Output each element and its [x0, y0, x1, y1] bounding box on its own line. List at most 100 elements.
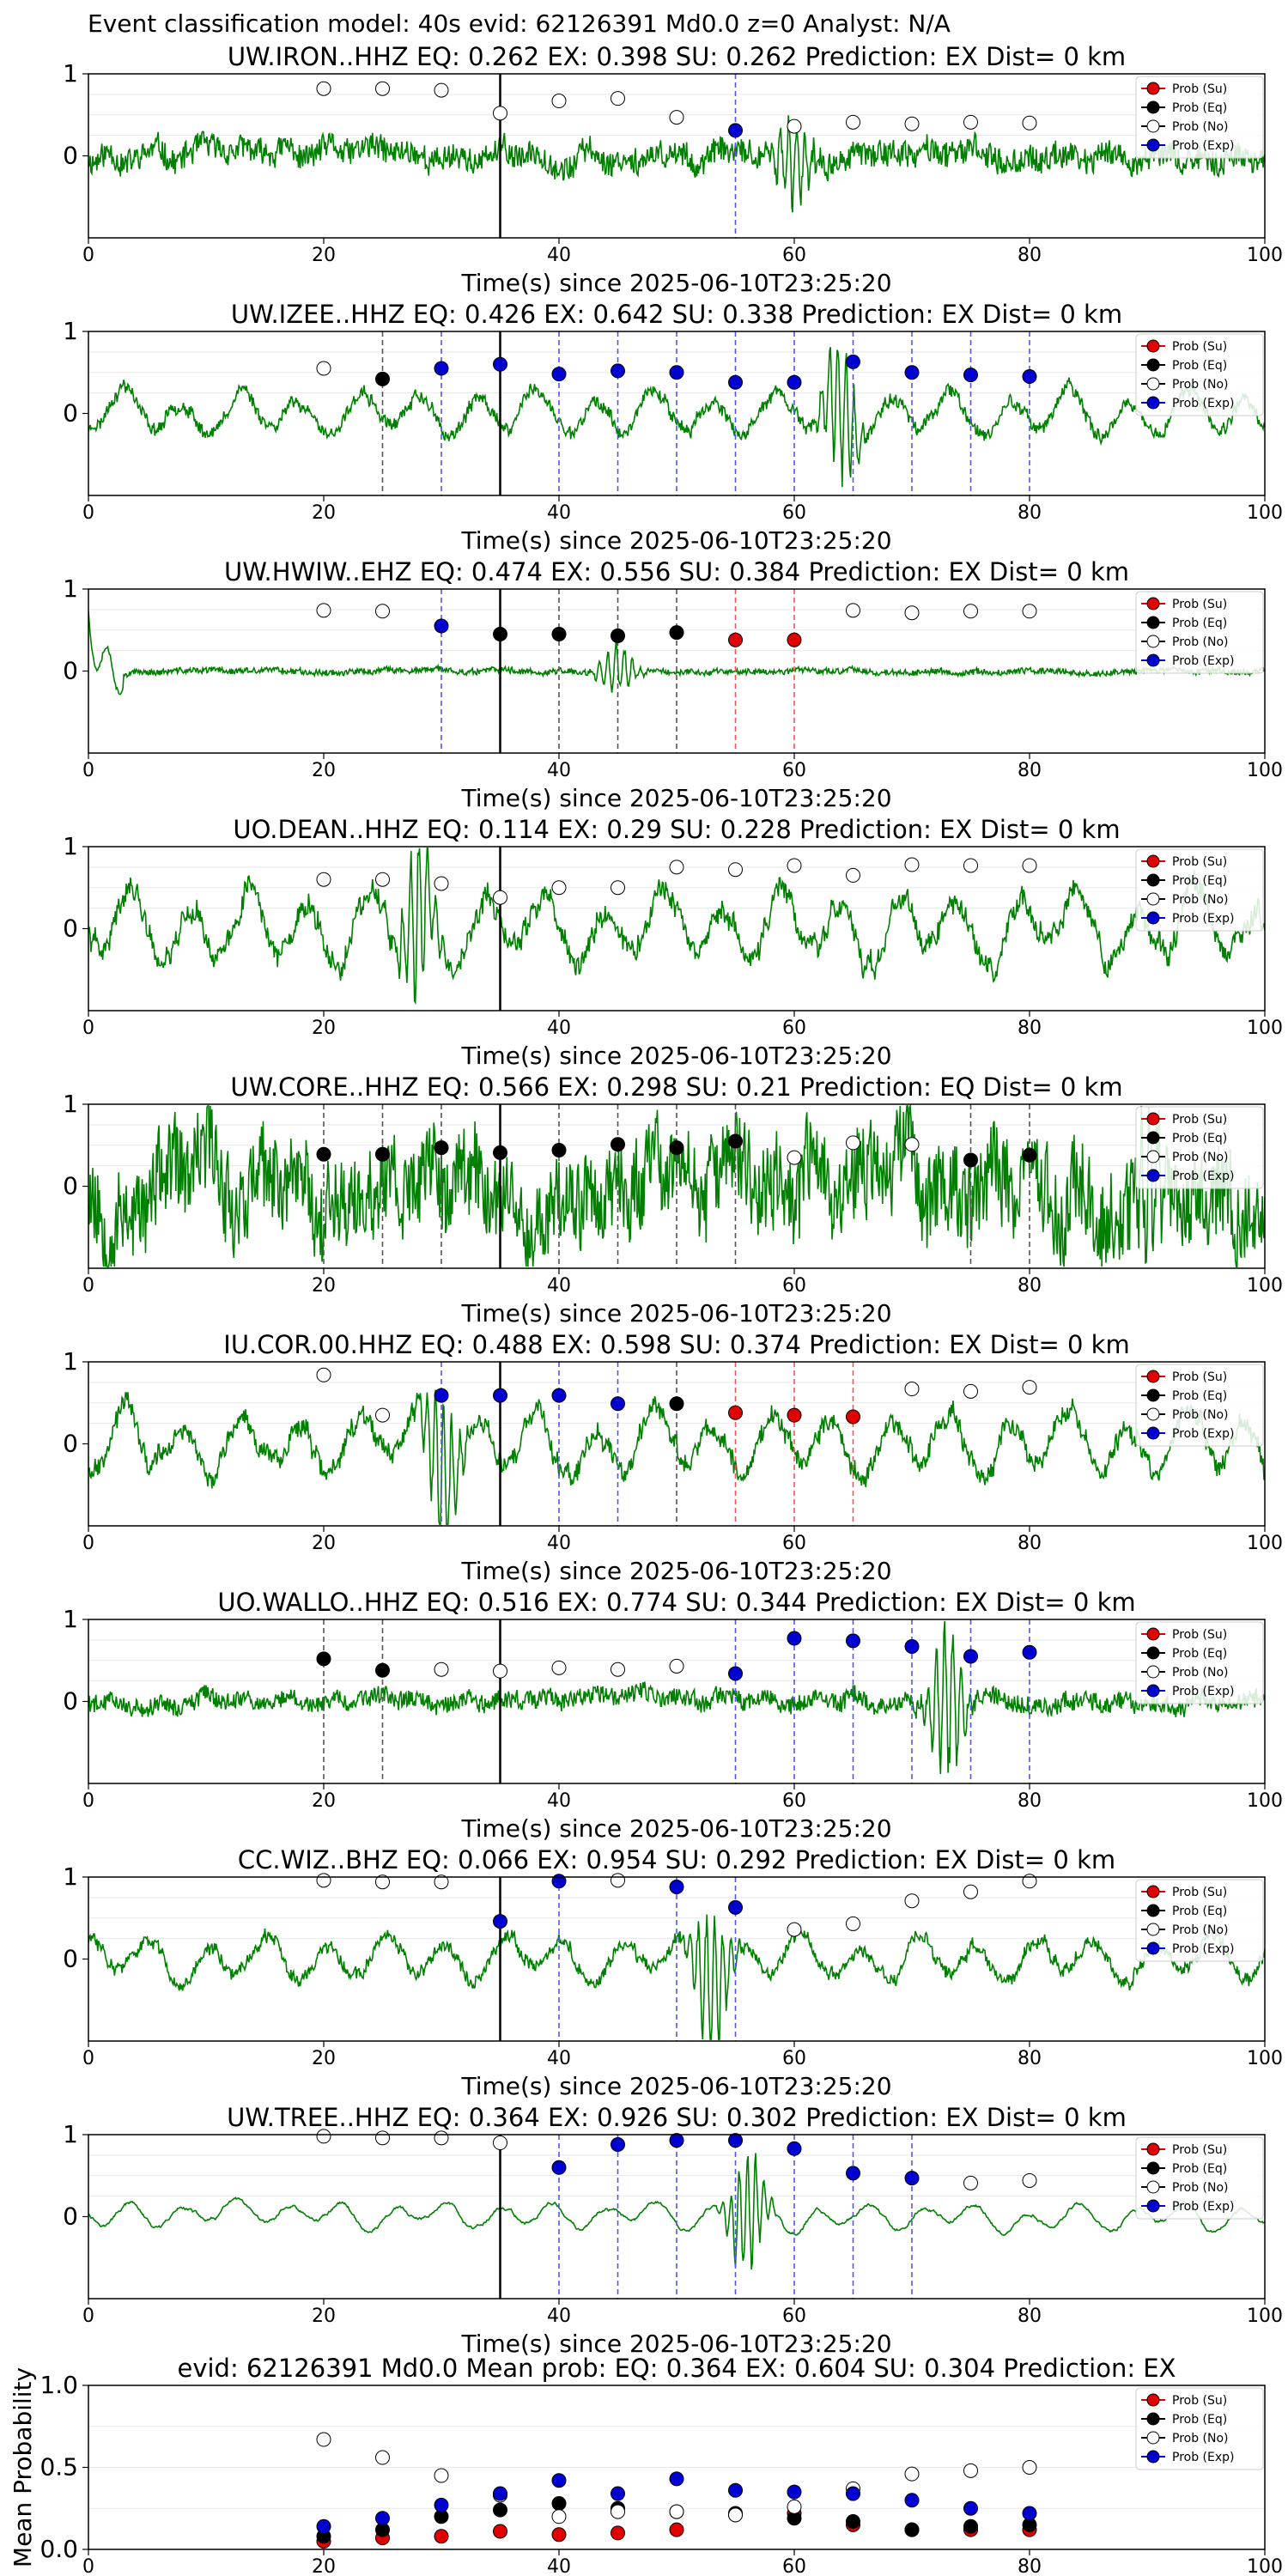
- panel-title: UO.DEAN..HHZ EQ: 0.114 EX: 0.29 SU: 0.22…: [233, 815, 1120, 844]
- legend-frame: [1135, 2387, 1264, 2470]
- marker-no: [1022, 858, 1037, 873]
- x-tick-label: 40: [547, 2556, 571, 2576]
- x-tick-label: 80: [1018, 1533, 1042, 1554]
- legend-label-no: Prob (No): [1172, 635, 1229, 649]
- marker-exp: [846, 1633, 860, 1649]
- marker-no: [316, 2129, 331, 2144]
- marker-no: [551, 94, 567, 109]
- marker-eq: [375, 371, 390, 386]
- panel-7: UO.WALLO..HHZ EQ: 0.516 EX: 0.774 SU: 0.…: [63, 1588, 1266, 1784]
- legend-label-su: Prob (Su): [1172, 2143, 1227, 2157]
- marker-eq: [375, 1662, 390, 1678]
- x-tick-label: 80: [1018, 502, 1042, 524]
- legend-label-no: Prob (No): [1172, 1923, 1229, 1937]
- panel-3: UW.HWIW..EHZ EQ: 0.474 EX: 0.556 SU: 0.3…: [63, 557, 1266, 754]
- legend-marker-su: [1146, 2142, 1160, 2156]
- marker-no: [787, 858, 802, 873]
- marker-exp: [669, 365, 684, 380]
- legend-label-exp: Prob (Exp): [1172, 654, 1235, 668]
- legend-label-su: Prob (Su): [1172, 1370, 1227, 1384]
- marker-no: [1022, 115, 1037, 131]
- legend-marker-eq: [1146, 1131, 1160, 1145]
- y-tick-label: 1: [63, 832, 78, 860]
- legend-label-exp: Prob (Exp): [1172, 397, 1235, 410]
- marker-exp: [611, 1396, 625, 1412]
- x-tick-label: 20: [312, 1533, 336, 1554]
- mean-point-exp: [316, 2518, 331, 2534]
- legend-label-su: Prob (Su): [1172, 1886, 1227, 1899]
- panel-title: UW.TREE..HHZ EQ: 0.364 EX: 0.926 SU: 0.3…: [227, 2103, 1127, 2132]
- x-tick-label: 20: [312, 502, 336, 524]
- x-tick-label: 0: [82, 2048, 94, 2069]
- mean-point-eq: [904, 2522, 920, 2537]
- marker-exp: [551, 1874, 567, 1889]
- legend-label-eq: Prob (Eq): [1172, 1647, 1227, 1661]
- legend-label-eq: Prob (Eq): [1172, 874, 1227, 888]
- legend-label-eq: Prob (Eq): [1172, 101, 1227, 115]
- legend-label-no: Prob (No): [1172, 1151, 1229, 1164]
- marker-no: [963, 1383, 978, 1399]
- legend-label-su: Prob (Su): [1172, 1628, 1227, 1642]
- marker-eq: [611, 628, 625, 643]
- mean-point-no: [669, 2504, 684, 2519]
- marker-no: [375, 81, 390, 96]
- x-tick-label: 100: [1247, 2048, 1283, 2069]
- legend-frame: [1135, 1621, 1264, 1704]
- waveform-trace: [88, 115, 1265, 213]
- marker-eq: [316, 1651, 331, 1667]
- legend-marker-exp: [1146, 2450, 1160, 2464]
- legend: Prob (Su) Prob (Eq) Prob (No) Prob (Exp): [1135, 1364, 1264, 1447]
- legend: Prob (Su) Prob (Eq) Prob (No) Prob (Exp): [1135, 2136, 1264, 2220]
- marker-no: [846, 603, 860, 618]
- panel-9: UW.TREE..HHZ EQ: 0.364 EX: 0.926 SU: 0.3…: [63, 2103, 1266, 2300]
- marker-eq: [963, 1152, 978, 1168]
- legend-marker-no: [1146, 1407, 1160, 1421]
- legend-marker-no: [1146, 1923, 1160, 1936]
- marker-no: [375, 1874, 390, 1890]
- marker-no: [611, 91, 625, 106]
- marker-eq: [669, 1396, 684, 1412]
- marker-exp: [963, 368, 978, 383]
- x-tick-label: 80: [1018, 1018, 1042, 1039]
- x-tick-label: 40: [547, 245, 571, 266]
- marker-eq: [669, 1140, 684, 1156]
- marker-no: [551, 1660, 567, 1675]
- marker-exp: [728, 123, 743, 138]
- legend-frame: [1135, 1879, 1264, 1962]
- legend: Prob (Su) Prob (Eq) Prob (No) Prob (Exp): [1135, 591, 1264, 674]
- marker-no: [846, 867, 860, 883]
- marker-exp: [846, 2166, 860, 2181]
- x-tick-label: 20: [312, 2306, 336, 2327]
- panel-5: UW.CORE..HHZ EQ: 0.566 EX: 0.298 SU: 0.2…: [63, 1072, 1266, 1269]
- x-tick-label: 100: [1247, 2306, 1283, 2327]
- mean-point-no: [611, 2504, 625, 2519]
- mean-point-su: [493, 2524, 507, 2539]
- mean-point-exp: [493, 2486, 507, 2501]
- marker-no: [669, 1658, 684, 1674]
- marker-no: [434, 2130, 449, 2146]
- mean-point-exp: [611, 2486, 625, 2501]
- legend-label-no: Prob (No): [1172, 1666, 1229, 1680]
- x-tick-label: 60: [782, 760, 806, 781]
- x-axis-label: Time(s) since 2025-06-10T23:25:20: [460, 784, 891, 812]
- x-tick-label: 100: [1247, 245, 1283, 266]
- legend-label-eq: Prob (Eq): [1172, 1132, 1227, 1145]
- mean-point-su: [434, 2529, 449, 2544]
- marker-no: [904, 857, 920, 872]
- x-tick-label: 80: [1018, 1790, 1042, 1812]
- x-tick-label: 60: [782, 502, 806, 524]
- marker-no: [1022, 604, 1037, 619]
- y-tick-label: 0: [63, 142, 78, 170]
- x-tick-label: 100: [1247, 502, 1283, 524]
- legend-frame: [1135, 591, 1264, 674]
- legend-label-exp: Prob (Exp): [1172, 912, 1235, 926]
- x-tick-label: 40: [547, 760, 571, 781]
- x-tick-label: 80: [1018, 760, 1042, 781]
- x-tick-label: 0: [82, 245, 94, 266]
- mean-point-exp: [904, 2493, 920, 2508]
- x-tick-label: 40: [547, 1533, 571, 1554]
- marker-eq: [551, 1142, 567, 1157]
- marker-exp: [669, 1879, 684, 1894]
- mean-point-su: [611, 2525, 625, 2541]
- marker-eq: [434, 1140, 449, 1156]
